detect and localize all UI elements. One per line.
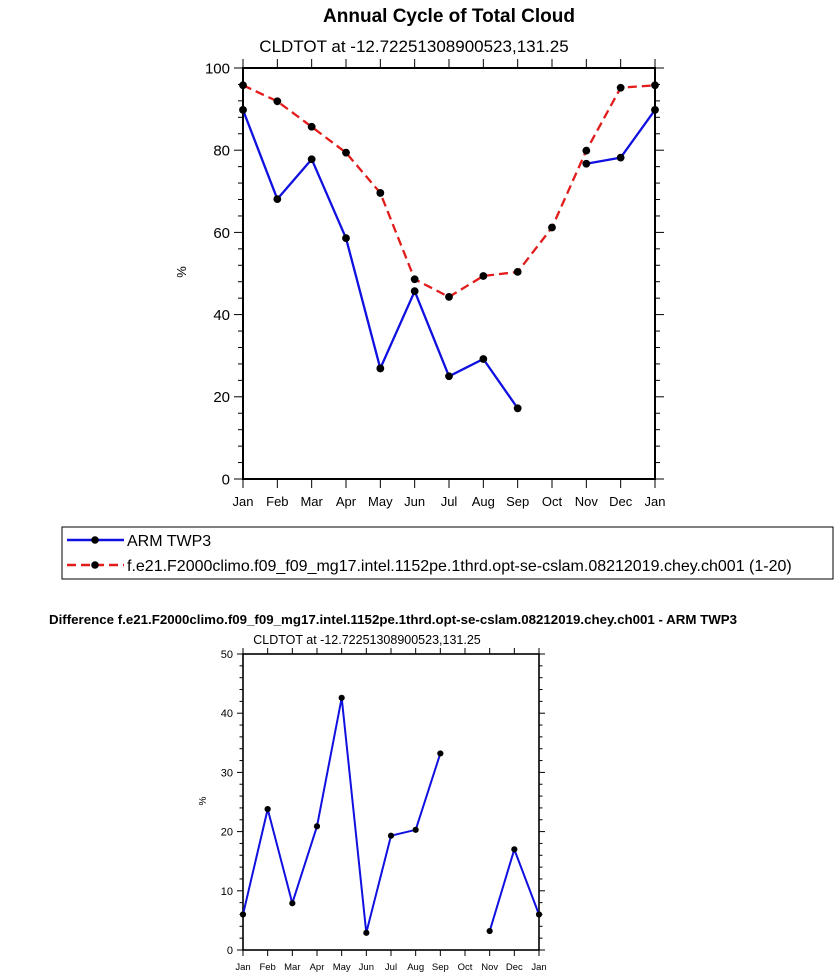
series-point-1: [616, 83, 625, 92]
y-tick-label: 60: [213, 225, 230, 242]
series-point-0: [651, 106, 659, 114]
x-tick-label: Oct: [458, 962, 473, 973]
series-point-0: [535, 911, 543, 918]
x-tick-label: Jul: [385, 962, 397, 973]
chart2-title: Difference f.e21.F2000climo.f09_f09_mg17…: [49, 612, 737, 627]
series-point-0: [445, 372, 453, 381]
chart2-subtitle: CLDTOT at -12.72251308900523,131.25: [253, 633, 481, 647]
series-point-1: [273, 97, 282, 106]
series-point-1: [410, 275, 419, 284]
series-line-0: [242, 696, 442, 934]
series-point-1: [651, 81, 659, 90]
y-tick-label: 10: [221, 886, 233, 898]
x-tick-label: Jan: [645, 494, 666, 509]
x-tick-label: May: [333, 962, 351, 973]
y-tick-label: 40: [213, 307, 230, 324]
x-tick-label: Feb: [259, 962, 275, 973]
series-point-1: [376, 189, 385, 197]
y-tick-label: 0: [222, 471, 230, 488]
chart1-title: Annual Cycle of Total Cloud: [323, 6, 575, 27]
series-point-0: [616, 153, 625, 162]
series-point-1: [479, 272, 488, 280]
series-point-0: [479, 355, 488, 363]
x-tick-label: Jan: [233, 494, 254, 509]
chart1-subtitle: CLDTOT at -12.72251308900523,131.25: [259, 37, 568, 56]
y-tick-label: 20: [213, 389, 230, 406]
chart1-legend: ARM TWP3 f.e21.F2000climo.f09_f09_mg17.i…: [61, 526, 834, 580]
series-point-1: [307, 122, 316, 131]
x-tick-label: May: [368, 494, 393, 509]
series-point-1: [239, 81, 247, 90]
chart1-ylabel: %: [174, 266, 189, 278]
legend-marker-model: [91, 561, 99, 569]
x-tick-label: Sep: [506, 494, 529, 509]
series-line-0: [241, 109, 519, 409]
chart2-ylabel: %: [198, 796, 209, 805]
series-point-0: [313, 823, 321, 830]
x-tick-label: Dec: [609, 494, 633, 509]
series-point-0: [486, 927, 493, 935]
plot-frame: [242, 653, 540, 951]
series-line-0: [488, 848, 540, 932]
x-tick-label: Aug: [472, 494, 495, 509]
y-tick-label: 80: [213, 143, 230, 160]
series-point-0: [513, 404, 522, 413]
x-tick-label: Jan: [531, 962, 546, 973]
chart2-plot: 0 10 20 30 40 50 Jan Feb Mar Apr May Jun Jul Aug Sep Oc…: [221, 648, 547, 973]
x-tick-label: Jun: [359, 962, 374, 973]
x-tick-label: Apr: [336, 494, 357, 509]
series-point-0: [273, 195, 282, 204]
y-tick-label: 20: [221, 827, 233, 839]
series-point-0: [412, 826, 419, 833]
x-tick-label: Feb: [266, 494, 288, 509]
series-point-0: [239, 911, 247, 918]
y-tick-label: 0: [227, 945, 233, 957]
series-point-0: [437, 750, 444, 757]
x-tick-label: Nov: [481, 962, 498, 973]
x-tick-label: Dec: [506, 962, 523, 973]
series-point-0: [338, 694, 345, 701]
series-point-0: [387, 832, 395, 839]
series-point-0: [239, 106, 247, 114]
series-point-0: [582, 159, 591, 168]
series-point-0: [307, 155, 316, 164]
series-point-1: [513, 267, 522, 276]
series-point-0: [410, 287, 419, 296]
chart1-plot: 0 20 40 60 80 100 Jan Feb Mar Apr May Jun Jul Aug Sep O…: [205, 59, 666, 509]
y-tick-label: 30: [221, 767, 233, 779]
series-point-0: [264, 806, 271, 813]
series-point-0: [376, 364, 385, 373]
x-tick-label: Jul: [441, 494, 458, 509]
x-tick-label: Mar: [300, 494, 323, 509]
x-tick-label: Oct: [542, 494, 563, 509]
legend-label-arm: ARM TWP3: [127, 533, 211, 550]
x-tick-label: Jun: [404, 494, 425, 509]
series-point-0: [363, 929, 370, 936]
x-tick-label: Sep: [432, 962, 449, 973]
series-point-1: [548, 223, 556, 232]
x-tick-label: Apr: [310, 962, 325, 973]
x-tick-label: Jan: [235, 962, 250, 973]
series-point-0: [342, 234, 350, 243]
plot-frame: [242, 67, 656, 480]
x-tick-label: Nov: [575, 494, 599, 509]
y-tick-label: 100: [205, 60, 230, 77]
legend-marker-arm: [91, 536, 99, 544]
series-point-1: [342, 148, 350, 157]
y-tick-label: 40: [221, 708, 233, 720]
series-point-0: [289, 900, 296, 907]
series-point-0: [511, 846, 518, 853]
x-tick-label: Mar: [284, 962, 300, 973]
x-tick-label: Aug: [407, 962, 424, 973]
series-point-1: [582, 146, 591, 155]
series-point-1: [445, 293, 453, 301]
y-tick-label: 50: [221, 649, 233, 661]
legend-label-model: f.e21.F2000climo.f09_f09_mg17.intel.1152…: [127, 558, 792, 575]
legend-box: [61, 526, 834, 580]
series-line-1: [242, 84, 656, 299]
